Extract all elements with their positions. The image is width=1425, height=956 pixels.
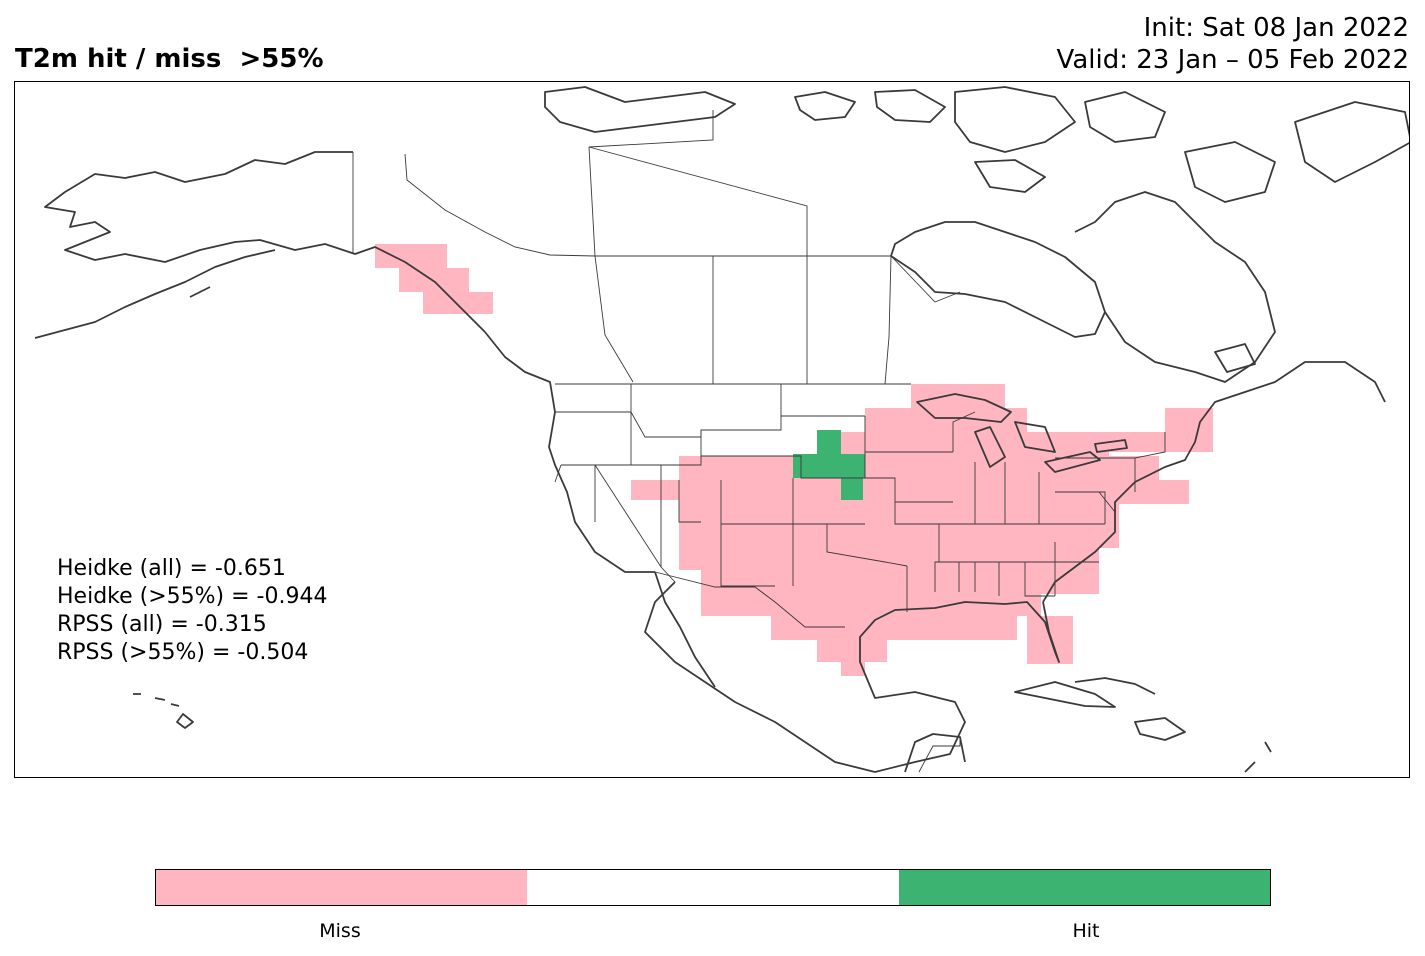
rpss-55-score: RPSS (>55%) = -0.504: [57, 639, 327, 667]
map-panel: [14, 81, 1410, 778]
colorbar-label-hit: Hit: [1072, 920, 1099, 942]
heidke-55-score: Heidke (>55%) = -0.944: [57, 583, 327, 611]
miss-cells-alaska: [375, 244, 493, 314]
colorbar-label-miss: Miss: [319, 920, 360, 942]
rpss-all-score: RPSS (all) = -0.315: [57, 611, 327, 639]
colorbar: [155, 869, 1271, 906]
init-date: Init: Sat 08 Jan 2022: [1057, 12, 1409, 44]
forecast-cells: [375, 244, 1213, 676]
verification-scores: Heidke (all) = -0.651 Heidke (>55%) = -0…: [57, 555, 327, 667]
colorbar-hit-segment: [899, 870, 1270, 905]
map-title: T2m hit / miss >55%: [15, 44, 324, 74]
date-info: Init: Sat 08 Jan 2022 Valid: 23 Jan – 05…: [1057, 12, 1409, 76]
colorbar-neutral-segment: [527, 870, 898, 905]
north-america-map: [15, 82, 1410, 778]
miss-cells-conus: [631, 384, 1213, 676]
valid-period: Valid: 23 Jan – 05 Feb 2022: [1057, 44, 1409, 76]
colorbar-miss-segment: [156, 870, 527, 905]
heidke-all-score: Heidke (all) = -0.651: [57, 555, 327, 583]
